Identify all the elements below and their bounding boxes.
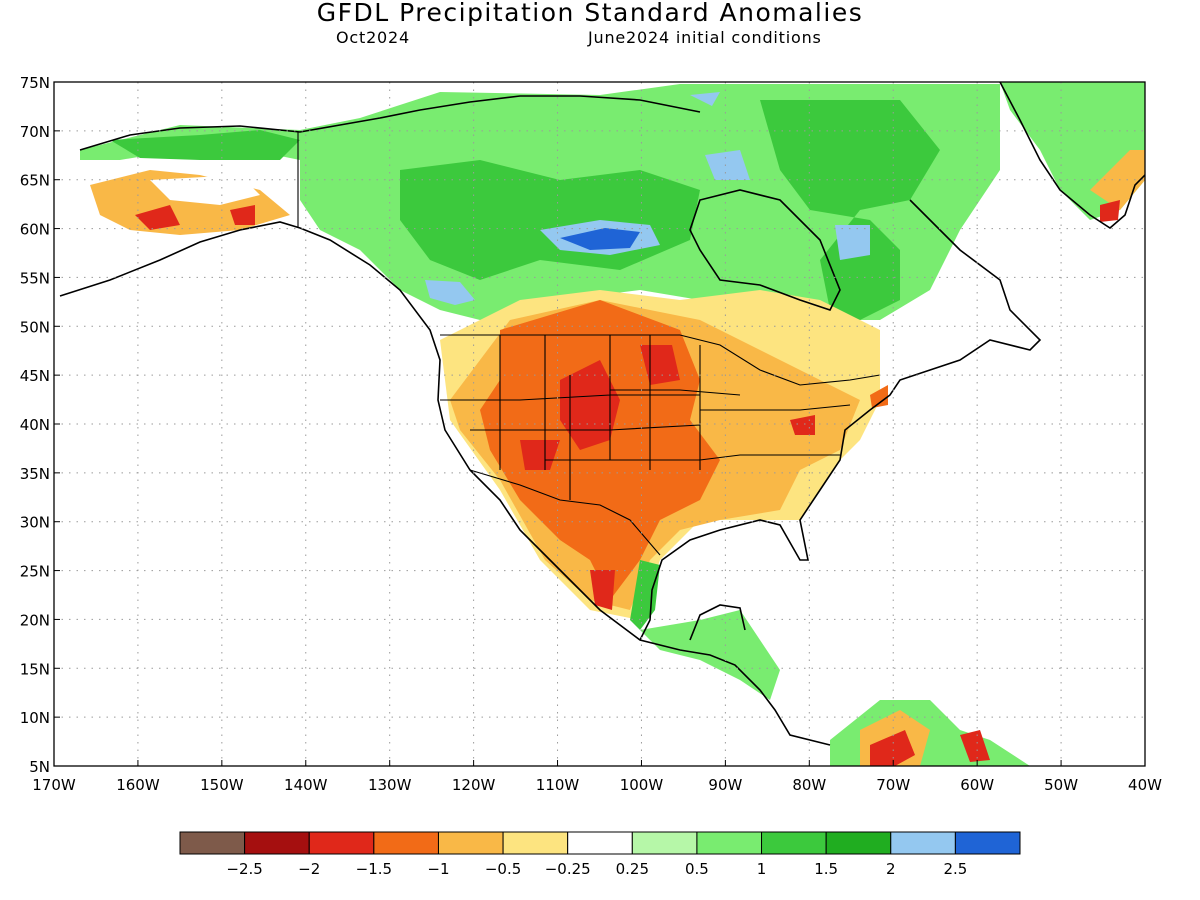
colorbar-swatch (825, 831, 892, 855)
colorbar-swatch (696, 831, 763, 855)
dry-us-red-d (590, 570, 615, 610)
lon-tick-label: 80W (792, 776, 826, 794)
colorbar-label: −2 (298, 860, 320, 878)
lat-tick-label: 55N (20, 269, 50, 287)
wet-lightblue-e (690, 92, 720, 106)
colorbar-swatch (954, 831, 1021, 855)
dry-alaska-white (150, 175, 260, 205)
lat-axis: 75N 70N 65N 60N 55N 50N 45N 40N 35N 30N 25N 20N 15N 1… (20, 74, 60, 776)
dry-newengland (870, 385, 888, 408)
colorbar-swatch (244, 831, 310, 855)
dry-alaska-red-b (230, 205, 255, 225)
colorbar-label: −0.25 (545, 860, 591, 878)
dry-alaska-red (135, 205, 180, 230)
colorbar-label: −0.5 (485, 860, 521, 878)
coast-hudson (689, 189, 841, 311)
lon-tick-label: 40W (1128, 776, 1162, 794)
lat-tick-label: 25N (20, 563, 50, 581)
lon-axis: 170W 160W 150W 140W 130W 120W 110W 100W 90W 80W 70… (32, 760, 1162, 794)
coast-gulf (639, 199, 1042, 641)
colorbar-swatch (373, 831, 439, 855)
lon-tick-label: 130W (368, 776, 412, 794)
colorbar-swatch (631, 831, 698, 855)
map-title: GFDL Precipitation Standard Anomalies (316, 0, 864, 27)
colorbar-swatch (761, 831, 827, 855)
wet-lightblue-c (835, 225, 870, 260)
lat-tick-label: 30N (20, 514, 50, 532)
colorbar-swatch (890, 831, 956, 855)
lat-tick-label: 5N (29, 758, 50, 776)
lat-tick-label: 15N (20, 660, 50, 678)
wet-lightblue-d (705, 150, 750, 180)
lat-tick-label: 40N (20, 416, 50, 434)
colorbar-label: 2 (886, 860, 896, 878)
wet-darkblue-a (560, 228, 640, 250)
borders (297, 132, 881, 556)
lon-tick-label: 120W (452, 776, 496, 794)
dry-us-red-c (520, 440, 560, 470)
border-us-mexico (469, 469, 661, 556)
colorbar-label: 1 (757, 860, 767, 878)
lon-tick-label: 140W (284, 776, 328, 794)
dry-us-red-e (790, 415, 815, 435)
lon-tick-label: 70W (876, 776, 910, 794)
dry-us-deep (480, 300, 720, 600)
wet-alaska-green (110, 130, 300, 160)
lat-tick-label: 75N (20, 74, 50, 92)
colorbar-swatch (502, 831, 569, 855)
lon-tick-label: 100W (620, 776, 664, 794)
colorbar-label: 1.5 (814, 860, 838, 878)
coastlines (59, 82, 1145, 746)
lat-tick-label: 20N (20, 611, 50, 629)
colorbar-label: −2.5 (226, 860, 262, 878)
lon-tick-label: 90W (708, 776, 742, 794)
lon-tick-label: 160W (116, 776, 160, 794)
anomaly-field (54, 82, 1145, 766)
coast-yucatan (689, 604, 746, 641)
lat-tick-label: 45N (20, 367, 50, 385)
dry-greenland-red (1100, 200, 1120, 222)
colorbar-label: 0.5 (685, 860, 709, 878)
colorbar-label: 0.25 (616, 860, 649, 878)
graticule (54, 82, 1145, 766)
lat-tick-label: 60N (20, 221, 50, 239)
wet-lightblue-b (425, 280, 475, 305)
colorbar-label: −1 (427, 860, 449, 878)
coast-arctic (79, 95, 701, 151)
coast-alaska (59, 221, 831, 746)
wet-mexico-coast (630, 560, 660, 630)
lon-tick-label: 150W (200, 776, 244, 794)
dry-southamerica-red (870, 730, 915, 766)
colorbar-label: −1.5 (356, 860, 392, 878)
lat-tick-label: 65N (20, 172, 50, 190)
lon-tick-label: 170W (32, 776, 76, 794)
dry-us-red-a (560, 360, 620, 450)
lat-tick-label: 70N (20, 123, 50, 141)
valid-month-label: Oct2024 (336, 28, 410, 47)
lat-tick-label: 10N (20, 709, 50, 727)
colorbar-swatch (567, 831, 633, 855)
coast-greenland (999, 82, 1145, 229)
border-states-grid (440, 335, 851, 500)
lat-tick-label: 50N (20, 318, 50, 336)
colorbar-legend: −2.5 −2 −1.5 −1 −0.5 −0.25 0.25 0.5 1 1.5 2 2.5 (179, 831, 1021, 878)
lon-tick-label: 110W (536, 776, 580, 794)
colorbar-swatch (308, 831, 375, 855)
lon-tick-label: 50W (1044, 776, 1078, 794)
colorbar-swatch (179, 831, 246, 855)
lon-tick-label: 60W (960, 776, 994, 794)
wet-darkgreen-b (760, 100, 940, 320)
initial-conditions-label: June2024 initial conditions (588, 28, 822, 47)
lat-tick-label: 35N (20, 465, 50, 483)
colorbar-label: 2.5 (943, 860, 967, 878)
colorbar-swatch (437, 831, 504, 855)
border-us-canada (440, 334, 881, 386)
dry-southamerica-red-b (960, 730, 990, 762)
